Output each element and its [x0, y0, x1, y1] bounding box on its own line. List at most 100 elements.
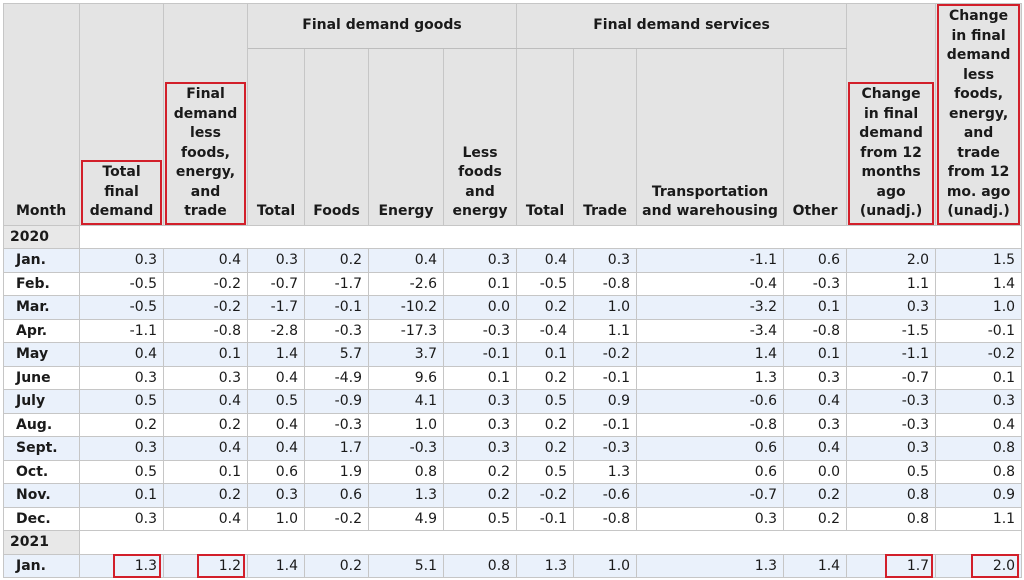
value-cell: 0.2: [442, 483, 518, 508]
value-cell: 1.4: [247, 553, 305, 578]
value-cell: -0.8: [573, 271, 638, 296]
value-cell: 0.6: [783, 248, 848, 273]
value-cell: 1.0: [935, 295, 1023, 320]
value-cell: -0.1: [935, 318, 1023, 343]
value-cell: 1.3: [573, 459, 638, 484]
ppi-table: Month Total final demand Final demand le…: [3, 3, 1023, 578]
value-cell: 0.1: [516, 342, 575, 367]
value-cell: 0.2: [304, 553, 369, 578]
value-cell: -0.2: [163, 295, 248, 320]
value-cell: -0.8: [636, 412, 785, 437]
header-services-trade: Trade: [573, 48, 638, 226]
value-cell: 1.7: [304, 436, 369, 461]
value-cell: 2.0: [846, 248, 937, 273]
month-cell: May: [3, 342, 80, 367]
value-cell: 0.4: [247, 436, 305, 461]
value-cell: 3.7: [368, 342, 444, 367]
value-cell: 1.2: [163, 553, 248, 578]
value-cell: -0.5: [516, 271, 575, 296]
value-cell: 0.2: [163, 412, 248, 437]
header-group-goods: Final demand goods: [246, 3, 518, 49]
month-cell: Oct.: [3, 459, 80, 484]
value-cell: 0.6: [247, 459, 305, 484]
value-cell: -0.9: [304, 389, 369, 414]
table-row: Apr. -1.1 -0.8 -2.8 -0.3 -17.3 -0.3 -0.4 1.1 -3.4…: [3, 318, 1023, 343]
value-cell: 0.4: [163, 389, 248, 414]
header-month: Month: [3, 3, 80, 226]
table-row: Dec. 0.3 0.4 1.0 -0.2 4.9 0.5 -0.1 -0.8 0.3 0.2 0.8…: [3, 506, 1023, 531]
header-fd-less-foods-energy-trade: Final demand less foods, energy, and tra…: [163, 3, 248, 226]
value-cell: -2.8: [247, 318, 305, 343]
value-cell: -0.4: [516, 318, 575, 343]
value-cell: 0.1: [79, 483, 164, 508]
value-cell: 1.0: [247, 506, 305, 531]
value-cell: 0.1: [783, 342, 848, 367]
value-cell: 5.7: [304, 342, 369, 367]
value-cell: -0.5: [79, 271, 164, 296]
value-cell: -1.5: [846, 318, 937, 343]
value-cell: 0.5: [516, 459, 575, 484]
value-cell: 0.1: [935, 365, 1023, 390]
value-cell: 1.0: [368, 412, 444, 437]
value-cell: -0.6: [636, 389, 785, 414]
table-row: Aug. 0.2 0.2 0.4 -0.3 1.0 0.3 0.2 -0.1 -0.8 0.3 -0.…: [3, 412, 1023, 437]
value-cell: 0.3: [783, 412, 848, 437]
value-cell: -0.2: [935, 342, 1023, 367]
value-cell: 0.4: [163, 506, 248, 531]
value-cell: 0.3: [636, 506, 785, 531]
month-cell: Jan.: [3, 553, 80, 578]
value-cell: 4.9: [368, 506, 444, 531]
value-cell: 0.2: [304, 248, 369, 273]
value-cell: 1.3: [516, 553, 575, 578]
value-cell: -0.7: [636, 483, 785, 508]
value-cell: -1.1: [846, 342, 937, 367]
value-cell: 0.4: [368, 248, 444, 273]
value-cell: -0.3: [368, 436, 444, 461]
value-cell: 0.4: [163, 436, 248, 461]
header-group-services: Final demand services: [516, 3, 848, 49]
value-cell: 0.2: [516, 365, 575, 390]
value-cell: 1.3: [79, 553, 164, 578]
value-cell: -0.3: [304, 318, 369, 343]
value-cell: 2.0: [935, 553, 1023, 578]
value-cell: 0.5: [247, 389, 305, 414]
value-cell: 0.3: [79, 248, 164, 273]
highlighted-value: 2.0: [971, 553, 1020, 578]
value-cell: -0.8: [783, 318, 848, 343]
value-cell: 0.3: [79, 506, 164, 531]
value-cell: 0.2: [516, 436, 575, 461]
table-row: Jan. 0.3 0.4 0.3 0.2 0.4 0.3 0.4 0.3 -1.1 0.6 2.0 1.…: [3, 248, 1023, 273]
value-cell: -3.4: [636, 318, 785, 343]
value-cell: 0.2: [79, 412, 164, 437]
value-cell: -10.2: [368, 295, 444, 320]
value-cell: 1.4: [636, 342, 785, 367]
year-row: 2020: [3, 224, 1023, 249]
value-cell: 0.5: [516, 389, 575, 414]
value-cell: 1.4: [935, 271, 1023, 296]
value-cell: 0.2: [783, 506, 848, 531]
table-row: Mar. -0.5 -0.2 -1.7 -0.1 -10.2 0.0 0.2 1.0 -3.2 0.…: [3, 295, 1023, 320]
value-cell: 1.1: [573, 318, 638, 343]
value-cell: 0.0: [783, 459, 848, 484]
value-cell: -0.1: [442, 342, 518, 367]
value-cell: -1.1: [79, 318, 164, 343]
month-cell: June: [3, 365, 80, 390]
value-cell: 0.1: [442, 271, 518, 296]
header-change-12-months: Change in final demand from 12 months ag…: [846, 3, 937, 226]
value-cell: 1.3: [636, 553, 785, 578]
value-cell: 0.1: [783, 295, 848, 320]
table-row: Oct. 0.5 0.1 0.6 1.9 0.8 0.2 0.5 1.3 0.6 0.0 0.5 0.8: [3, 459, 1023, 484]
value-cell: -3.2: [636, 295, 785, 320]
month-cell: July: [3, 389, 80, 414]
value-cell: 1.4: [247, 342, 305, 367]
value-cell: -0.1: [573, 365, 638, 390]
highlighted-value: 1.7: [885, 553, 934, 578]
value-cell: 0.8: [935, 436, 1023, 461]
value-cell: 0.4: [79, 342, 164, 367]
value-cell: -0.7: [846, 365, 937, 390]
value-cell: 1.3: [368, 483, 444, 508]
value-cell: -0.4: [636, 271, 785, 296]
value-cell: 0.9: [573, 389, 638, 414]
month-cell: Jan.: [3, 248, 80, 273]
value-cell: 0.3: [935, 389, 1023, 414]
